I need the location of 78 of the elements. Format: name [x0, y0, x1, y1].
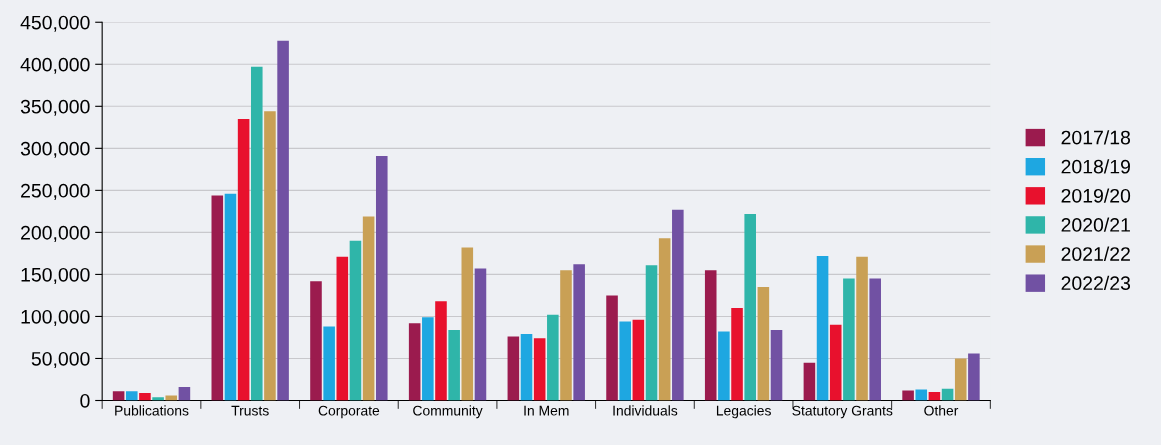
y-tick-label: 350,000 — [20, 99, 90, 116]
x-tick-label: Publications — [115, 405, 189, 416]
y-tick-label: 150,000 — [21, 267, 90, 284]
y-tick-label: 400,000 — [20, 57, 90, 74]
bar — [757, 287, 770, 401]
bar — [770, 329, 783, 401]
x-tick-label: Statutory Grants — [792, 405, 893, 419]
bar — [224, 193, 237, 401]
bar — [731, 308, 743, 401]
bar — [968, 353, 980, 401]
bar — [672, 209, 684, 401]
bar — [803, 362, 816, 401]
bar — [704, 270, 717, 401]
bar — [336, 256, 349, 401]
bar — [112, 391, 125, 401]
bar — [237, 118, 250, 401]
legend-label: 2020/21 — [1061, 217, 1130, 232]
bar — [928, 392, 941, 401]
y-tick-label: 100,000 — [21, 309, 90, 326]
y-tick-label: 300,000 — [20, 141, 90, 158]
bar — [474, 268, 487, 401]
x-tick-label: Legacies — [716, 405, 771, 419]
y-tick-label: 450,000 — [20, 15, 90, 32]
bar — [915, 389, 928, 401]
bar — [547, 314, 559, 401]
x-tick-label: Trusts — [231, 405, 269, 416]
x-tick-label: Individuals — [613, 405, 678, 416]
bar — [165, 395, 178, 401]
bar — [152, 397, 164, 401]
bar — [856, 256, 868, 401]
bar — [533, 338, 546, 401]
bar — [178, 387, 191, 401]
legend-label: 2017/18 — [1061, 130, 1131, 145]
bar — [349, 240, 362, 401]
legend-label: 2021/22 — [1061, 246, 1130, 261]
bar — [310, 281, 322, 401]
y-tick-label: 0 — [80, 393, 90, 408]
legend-label: 2019/20 — [1061, 188, 1131, 203]
bar — [323, 326, 335, 401]
bar — [435, 301, 447, 401]
bar — [954, 358, 967, 401]
bar — [744, 213, 756, 401]
bar — [829, 324, 842, 401]
bar — [718, 331, 730, 401]
x-tick-label: Corporate — [318, 405, 380, 419]
bar — [264, 111, 276, 401]
bar — [362, 216, 375, 401]
bar — [632, 319, 645, 401]
bar — [606, 295, 618, 401]
x-tick-label: Community — [413, 405, 483, 419]
bar — [573, 264, 585, 401]
bar — [645, 265, 658, 401]
legend-label: 2022/23 — [1061, 275, 1131, 291]
bar — [619, 321, 631, 401]
bar — [448, 329, 460, 401]
bar — [520, 334, 533, 401]
bar — [211, 195, 224, 401]
y-tick-label: 50,000 — [31, 351, 90, 369]
bar — [408, 323, 421, 401]
bar — [125, 391, 138, 401]
x-tick-label: In Mem — [524, 405, 569, 416]
bar — [843, 278, 855, 401]
bar — [869, 278, 881, 401]
bar — [277, 40, 289, 401]
bar — [422, 317, 434, 401]
y-tick-label: 200,000 — [21, 225, 90, 242]
bar — [902, 390, 914, 401]
bar — [560, 270, 572, 401]
bar — [139, 392, 151, 401]
bar — [250, 66, 263, 401]
bar — [816, 255, 829, 401]
bar — [461, 247, 474, 401]
y-tick-label: 250,000 — [21, 183, 90, 200]
bar — [375, 155, 388, 401]
bar — [658, 238, 671, 401]
legend-label: 2018/19 — [1061, 159, 1130, 174]
bar — [507, 336, 520, 401]
x-tick-label: Other — [924, 405, 959, 416]
